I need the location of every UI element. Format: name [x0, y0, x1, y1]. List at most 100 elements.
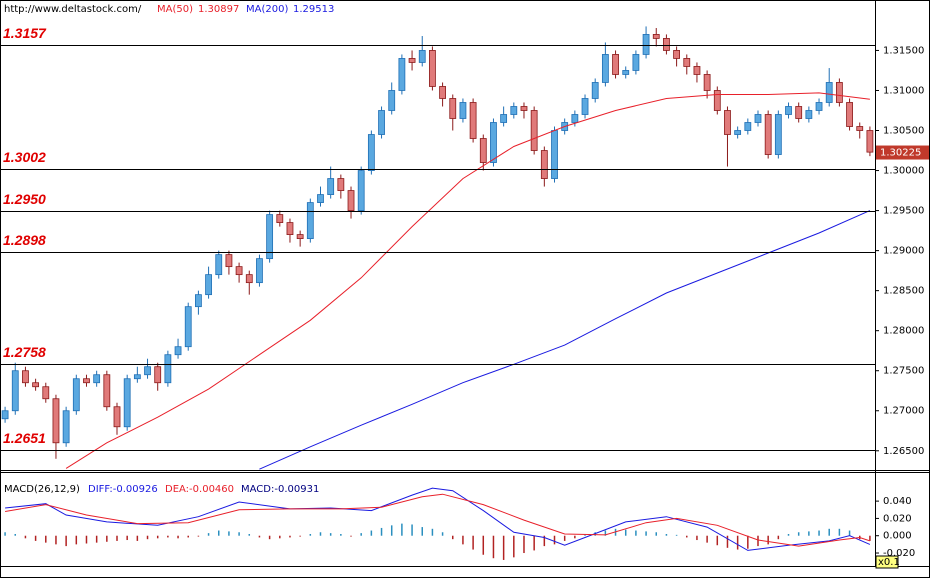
- series-line: [65, 92, 870, 469]
- candle-body: [815, 102, 823, 111]
- candle-body: [133, 374, 141, 380]
- y-tick-label: 1.27500: [883, 366, 924, 377]
- candle-body: [581, 98, 589, 115]
- candle-body: [510, 106, 518, 115]
- macd-title: MACD(26,12,9): [4, 484, 80, 495]
- y-tick-label: 0.020: [883, 513, 912, 524]
- candle-body: [652, 34, 660, 39]
- ma200-label: MA(200): [246, 4, 288, 15]
- y-tick-label: 1.31000: [883, 85, 924, 96]
- candle-body: [296, 234, 304, 240]
- candle-body: [184, 306, 192, 348]
- candle-body: [540, 150, 548, 179]
- scale-box: [875, 555, 899, 569]
- y-tick-label: 0.000: [883, 531, 912, 542]
- candle-body: [164, 354, 172, 384]
- candle-body: [317, 194, 324, 203]
- candle-body: [632, 54, 640, 71]
- candle-body: [357, 170, 365, 211]
- candle-body: [266, 214, 274, 260]
- candle-body: [429, 50, 436, 87]
- ma200-value: 1.29513: [293, 4, 334, 15]
- candle-body: [795, 106, 803, 119]
- y-tick-label: 1.30000: [883, 166, 924, 177]
- candle-body: [378, 110, 385, 135]
- candle-body: [337, 178, 345, 191]
- candle-body: [347, 190, 355, 211]
- candle-body: [1, 410, 9, 420]
- candle-body: [500, 114, 508, 123]
- candle-body: [225, 254, 233, 268]
- candle-body: [205, 274, 212, 296]
- candle-body: [449, 98, 457, 119]
- candle-body: [724, 110, 731, 135]
- candle-body: [642, 34, 650, 55]
- scale-label: x0.1: [878, 557, 900, 568]
- candle-body: [612, 54, 619, 75]
- candle-body: [693, 66, 701, 75]
- candle-body: [571, 114, 579, 123]
- ma50-label: MA(50): [157, 4, 193, 15]
- candle-body: [144, 366, 151, 376]
- ma50-value: 1.30897: [198, 4, 239, 15]
- candle-body: [734, 130, 742, 135]
- y-tick-label: 1.29000: [883, 246, 924, 257]
- y-tick-label: 1.28500: [883, 286, 924, 297]
- candle-body: [306, 202, 314, 240]
- candle-body: [713, 90, 721, 111]
- candle-body: [785, 106, 792, 115]
- candle-body: [113, 406, 121, 428]
- candle-body: [215, 254, 223, 276]
- main-plot: [1, 26, 875, 470]
- level-label: 1.3157: [3, 25, 47, 41]
- y-tick-label: 1.27000: [883, 406, 924, 417]
- series-line: [5, 493, 871, 547]
- level-label: 1.2758: [3, 344, 46, 360]
- candle-body: [245, 274, 253, 284]
- candle-body: [22, 370, 29, 384]
- labels: http://www.deltastock.com/ MA(50) 1.3089…: [4, 4, 900, 569]
- candle-body: [235, 266, 243, 276]
- candle-body: [367, 134, 375, 171]
- y-tick-label: 1.30500: [883, 126, 924, 137]
- candle-body: [490, 122, 497, 163]
- candle-body: [835, 82, 843, 103]
- y-tick-label: 1.31500: [883, 45, 924, 56]
- candle-body: [42, 386, 50, 400]
- dea-label: DEA:-0.00460: [165, 484, 234, 495]
- candle-body: [174, 346, 182, 356]
- candle-body: [439, 86, 446, 99]
- site-url: http://www.deltastock.com/: [4, 4, 142, 15]
- candle-body: [103, 374, 111, 408]
- y-tick-label: 1.28000: [883, 326, 924, 337]
- candle-body: [469, 102, 477, 139]
- candle-body: [591, 82, 599, 99]
- diff-label: DIFF:-0.00926: [88, 484, 158, 495]
- candle-body: [11, 370, 19, 412]
- candle-body: [703, 74, 711, 91]
- candle-body: [256, 258, 263, 284]
- candle-body: [154, 366, 162, 384]
- candle-body: [673, 50, 680, 59]
- candle-body: [683, 58, 691, 67]
- candle-body: [195, 294, 202, 308]
- macd-plot: [4, 487, 871, 560]
- candle-body: [62, 410, 70, 444]
- candle-body: [286, 222, 294, 235]
- y-tick-label: 0.040: [883, 496, 912, 507]
- y-tick-label: 1.29500: [883, 206, 924, 217]
- candle-body: [601, 54, 609, 83]
- level-label: 1.3002: [3, 149, 46, 165]
- candle-body: [459, 102, 467, 119]
- candle-body: [520, 106, 528, 111]
- candle-body: [530, 110, 538, 151]
- candle-body: [846, 102, 853, 127]
- candle-body: [866, 130, 874, 153]
- candle-body: [856, 126, 864, 131]
- candle-body: [83, 378, 90, 384]
- candle-body: [479, 138, 487, 163]
- candle-body: [93, 374, 101, 384]
